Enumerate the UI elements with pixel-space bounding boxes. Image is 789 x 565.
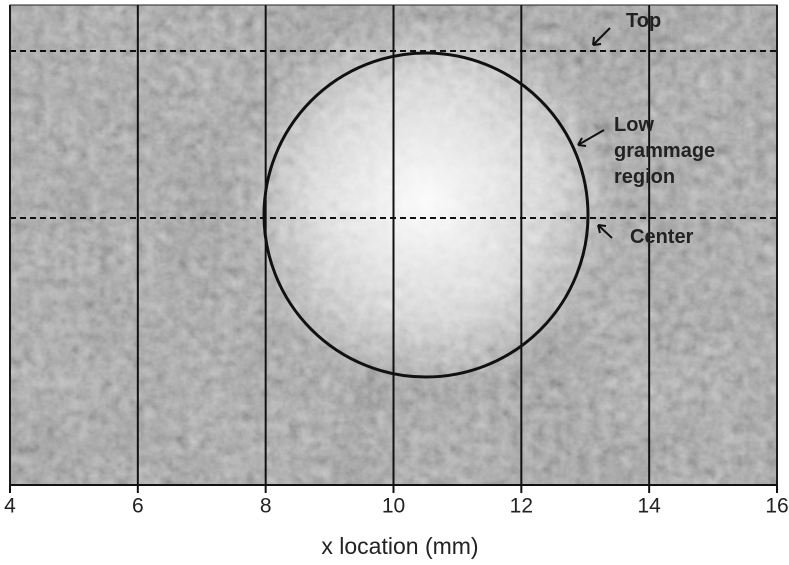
annotation: Top — [626, 8, 661, 34]
x-tick-label: 10 — [382, 495, 405, 518]
x-tick-label: 8 — [260, 495, 272, 518]
x-tick-label: 12 — [510, 495, 533, 518]
annotation: Low grammage region — [614, 112, 710, 190]
x-tick-label: 4 — [4, 495, 16, 518]
annotation: Center — [630, 224, 693, 250]
figure: x location (mm) 4 6 8 10 12 14 16 Top Low gram… — [0, 0, 789, 565]
chart: x location (mm) 4 6 8 10 12 14 16 — [0, 0, 789, 565]
x-tick-label: 16 — [765, 495, 788, 518]
x-tick-label: 6 — [132, 495, 144, 518]
x-axis-label: x location (mm) — [321, 533, 478, 559]
x-tick-label: 14 — [637, 495, 661, 518]
